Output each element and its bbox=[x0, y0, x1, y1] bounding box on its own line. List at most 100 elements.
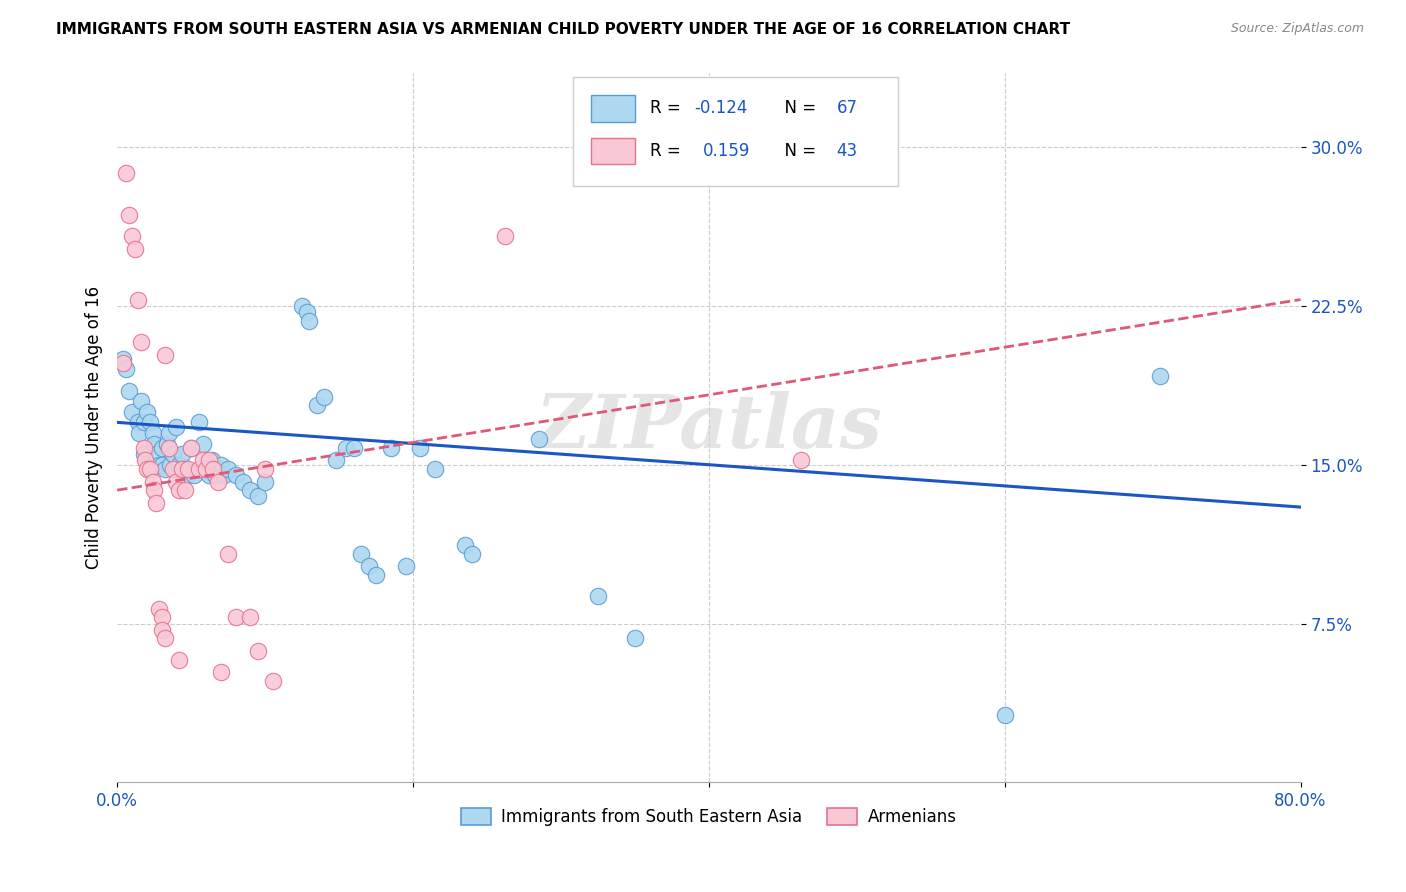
Point bbox=[169, 458, 191, 472]
Point bbox=[129, 394, 152, 409]
Point bbox=[314, 390, 336, 404]
Point bbox=[112, 351, 135, 366]
Point bbox=[298, 314, 321, 328]
Point bbox=[145, 447, 167, 461]
Point bbox=[239, 610, 262, 624]
Point bbox=[494, 229, 516, 244]
Point bbox=[246, 490, 269, 504]
Point bbox=[148, 458, 170, 472]
Point bbox=[335, 441, 357, 455]
Text: R =: R = bbox=[650, 99, 686, 118]
Point bbox=[157, 425, 180, 440]
Point bbox=[129, 334, 152, 349]
Point bbox=[204, 468, 226, 483]
Point bbox=[198, 468, 221, 483]
Point bbox=[461, 547, 484, 561]
Point bbox=[187, 416, 209, 430]
Point bbox=[254, 475, 277, 489]
Point bbox=[132, 441, 155, 455]
Point bbox=[145, 496, 167, 510]
Text: N =: N = bbox=[773, 142, 821, 160]
Point bbox=[157, 441, 180, 455]
Text: Source: ZipAtlas.com: Source: ZipAtlas.com bbox=[1230, 22, 1364, 36]
Text: ZIPatlas: ZIPatlas bbox=[536, 392, 883, 464]
Point bbox=[217, 547, 239, 561]
Point bbox=[364, 567, 387, 582]
Point bbox=[380, 441, 402, 455]
Point bbox=[134, 453, 156, 467]
Point bbox=[138, 416, 160, 430]
Point bbox=[138, 462, 160, 476]
Point bbox=[209, 665, 232, 680]
Point bbox=[254, 462, 277, 476]
FancyBboxPatch shape bbox=[591, 137, 636, 164]
Text: -0.124: -0.124 bbox=[695, 99, 748, 118]
Point bbox=[262, 673, 284, 688]
Point bbox=[586, 589, 609, 603]
Point bbox=[172, 462, 194, 476]
Point bbox=[225, 468, 247, 483]
Point bbox=[343, 441, 366, 455]
Point bbox=[150, 623, 173, 637]
Point bbox=[209, 458, 232, 472]
Point bbox=[115, 165, 138, 179]
Point bbox=[624, 632, 647, 646]
Point bbox=[135, 462, 157, 476]
Point bbox=[1149, 368, 1171, 383]
Point bbox=[202, 462, 225, 476]
Text: 67: 67 bbox=[837, 99, 858, 118]
Point bbox=[153, 462, 176, 476]
Text: N =: N = bbox=[773, 99, 821, 118]
Point bbox=[118, 208, 141, 222]
Point bbox=[394, 559, 416, 574]
Legend: Immigrants from South Eastern Asia, Armenians: Immigrants from South Eastern Asia, Arme… bbox=[453, 799, 965, 834]
Point bbox=[357, 559, 380, 574]
Point bbox=[143, 483, 166, 497]
Point bbox=[162, 447, 184, 461]
Text: R =: R = bbox=[650, 142, 690, 160]
Point bbox=[121, 229, 143, 244]
Point bbox=[350, 547, 373, 561]
Point bbox=[425, 462, 447, 476]
Point bbox=[153, 632, 176, 646]
Point bbox=[172, 447, 194, 461]
Point bbox=[212, 468, 235, 483]
Point bbox=[118, 384, 141, 398]
Point bbox=[191, 453, 214, 467]
Point bbox=[409, 441, 432, 455]
Point bbox=[527, 433, 550, 447]
Point bbox=[194, 462, 217, 476]
Point bbox=[169, 652, 191, 666]
Point bbox=[150, 458, 173, 472]
Point bbox=[174, 462, 197, 476]
Point bbox=[128, 425, 150, 440]
FancyBboxPatch shape bbox=[591, 95, 636, 122]
Point bbox=[994, 707, 1017, 722]
Point bbox=[325, 453, 347, 467]
Point bbox=[180, 441, 202, 455]
Point bbox=[194, 462, 217, 476]
Point bbox=[174, 483, 197, 497]
Point bbox=[789, 453, 811, 467]
Point bbox=[132, 416, 155, 430]
Text: 43: 43 bbox=[837, 142, 858, 160]
Point bbox=[232, 475, 254, 489]
Point bbox=[132, 447, 155, 461]
Point bbox=[142, 475, 165, 489]
Point bbox=[148, 601, 170, 615]
Point bbox=[150, 610, 173, 624]
Point bbox=[187, 462, 209, 476]
Y-axis label: Child Poverty Under the Age of 16: Child Poverty Under the Age of 16 bbox=[86, 286, 103, 569]
Point bbox=[198, 453, 221, 467]
Point bbox=[165, 475, 187, 489]
Text: 0.159: 0.159 bbox=[703, 142, 751, 160]
Point bbox=[295, 305, 318, 319]
Point bbox=[454, 538, 477, 552]
Point bbox=[112, 356, 135, 370]
Point bbox=[207, 475, 229, 489]
Point bbox=[115, 362, 138, 376]
Point bbox=[143, 436, 166, 450]
Point bbox=[225, 610, 247, 624]
FancyBboxPatch shape bbox=[572, 77, 898, 186]
Point bbox=[183, 468, 205, 483]
